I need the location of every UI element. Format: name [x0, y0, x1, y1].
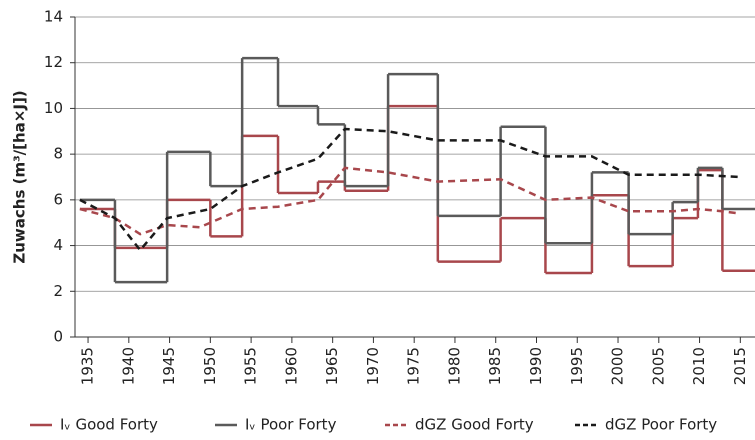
y-tick-label: 10	[44, 99, 63, 117]
x-tick-label: 1945	[160, 347, 178, 385]
line	[79, 166, 741, 236]
x-tick-label: 1980	[445, 347, 463, 385]
x-tick-label: 2015	[731, 347, 749, 385]
y-tick-label: 2	[53, 282, 63, 300]
x-tick-label: 1950	[201, 347, 219, 385]
x-tick-label: 1955	[242, 347, 260, 385]
y-tick-label: 4	[53, 236, 63, 254]
x-tick-label: 1985	[486, 347, 504, 385]
y-tick-label: 0	[53, 328, 63, 346]
x-tick-label: 1975	[405, 347, 423, 385]
x-tick-label: 1970	[364, 347, 382, 385]
y-tick-label: 8	[53, 145, 63, 163]
legend-label: dGZ Good Forty	[415, 416, 534, 434]
y-axis-label: Zuwachs (m³/[ha×J])	[11, 90, 29, 263]
legend-label: Iᵥ Good Forty	[60, 416, 158, 434]
y-tick-label: 6	[53, 190, 63, 208]
x-tick-label: 2000	[609, 347, 627, 385]
y-tick-label: 12	[44, 53, 63, 71]
legend-label: dGZ Poor Forty	[605, 416, 717, 434]
x-tick-label: 1935	[79, 347, 97, 385]
x-tick-label: 1965	[323, 347, 341, 385]
y-tick-label: 14	[44, 8, 63, 26]
x-tick-label: 2010	[690, 347, 708, 385]
line	[79, 127, 741, 253]
x-tick-label: 2005	[649, 347, 667, 385]
legend-label: Iᵥ Poor Forty	[245, 416, 337, 434]
x-tick-label: 1960	[282, 347, 300, 385]
x-tick-label: 1940	[119, 347, 137, 385]
x-tick-label: 1995	[568, 347, 586, 385]
x-tick-label: 1990	[527, 347, 545, 385]
